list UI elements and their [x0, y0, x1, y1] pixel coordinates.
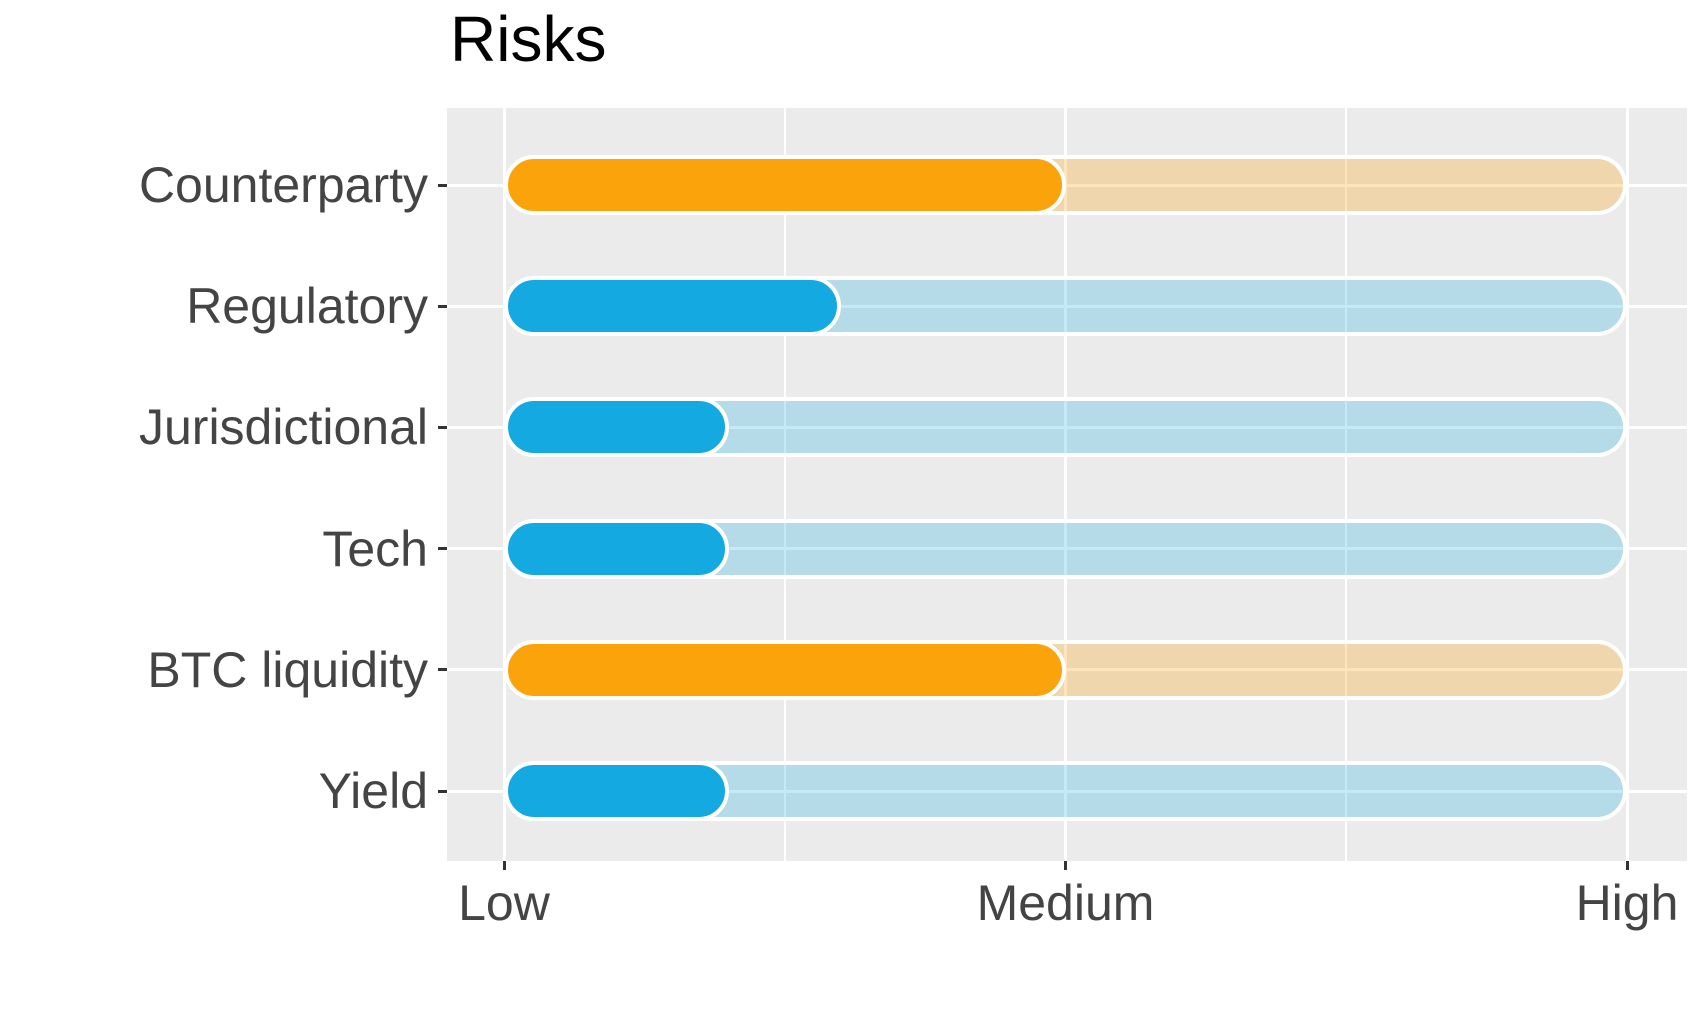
x-axis-tick — [1625, 861, 1629, 870]
gridline-horizontal — [447, 425, 1687, 429]
chart-title: Risks — [450, 3, 607, 75]
gridline-horizontal — [447, 304, 1687, 308]
plot-panel — [447, 108, 1687, 861]
x-axis-tick — [502, 861, 506, 870]
y-axis-tick — [438, 183, 447, 187]
y-axis-tick — [438, 304, 447, 308]
y-axis-label: Jurisdictional — [138, 399, 428, 456]
gridline-major-vertical — [502, 108, 506, 861]
x-axis-tick-label: Medium — [976, 875, 1155, 931]
y-axis-label: Yield — [318, 763, 428, 819]
x-axis-tick-label: Low — [458, 875, 550, 931]
y-axis-tick — [438, 425, 447, 429]
gridline-minor-vertical — [783, 108, 786, 861]
y-axis-label: BTC liquidity — [147, 641, 428, 698]
bar-fill-blue — [504, 518, 729, 579]
gridline-horizontal — [447, 668, 1687, 672]
bar-fill-blue — [504, 276, 841, 337]
bar-fill-orange — [504, 155, 1066, 215]
x-axis-tick-label: High — [1575, 875, 1679, 931]
y-axis-tick — [438, 547, 447, 551]
y-axis-label: Regulatory — [186, 278, 428, 335]
gridline-minor-vertical — [1345, 108, 1348, 861]
gridline-horizontal — [447, 183, 1687, 187]
x-axis-tick — [1064, 861, 1067, 870]
gridline-major-vertical — [1625, 108, 1629, 861]
y-axis-tick — [438, 668, 447, 672]
gridline-horizontal — [447, 547, 1687, 551]
bar-fill-orange — [504, 639, 1066, 700]
y-axis-label: Tech — [322, 520, 428, 577]
bar-fill-blue — [504, 761, 729, 821]
y-axis-label: Counterparty — [138, 157, 428, 213]
gridline-horizontal — [447, 789, 1687, 793]
bar-fill-blue — [504, 397, 729, 458]
gridline-major-vertical — [1064, 108, 1067, 861]
y-axis-tick — [438, 789, 447, 793]
